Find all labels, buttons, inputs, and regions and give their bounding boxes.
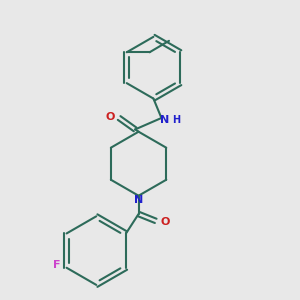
Text: O: O — [105, 112, 115, 122]
Text: N: N — [160, 115, 170, 125]
Text: O: O — [160, 217, 170, 227]
Text: H: H — [172, 115, 180, 125]
Text: N: N — [134, 195, 143, 205]
Text: F: F — [52, 260, 60, 271]
